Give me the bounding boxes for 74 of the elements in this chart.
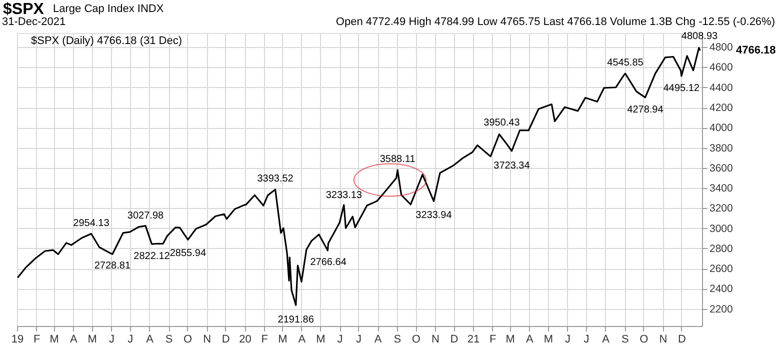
annotation: $SPX (Daily) 4766.18 (31 Dec) bbox=[31, 35, 182, 47]
y-tick-label: 4200 bbox=[710, 102, 734, 114]
annotation: 2822.12 bbox=[134, 251, 170, 262]
x-tick-label: J bbox=[584, 334, 590, 345]
x-tick-label: F bbox=[33, 334, 40, 345]
annotation: 4545.85 bbox=[607, 58, 644, 69]
annotation: 3588.11 bbox=[380, 154, 416, 166]
annotation: 2855.94 bbox=[170, 248, 206, 259]
x-tick-label: M bbox=[88, 334, 97, 345]
annotation: 3950.43 bbox=[484, 118, 520, 129]
chart-subtitle: Large Cap Index INDX bbox=[53, 3, 164, 15]
x-tick-label: S bbox=[394, 334, 402, 345]
x-tick-label: M bbox=[50, 334, 59, 345]
x-tick-label: N bbox=[203, 334, 212, 345]
x-tick-label: S bbox=[165, 334, 173, 345]
annotation: 2766.64 bbox=[310, 256, 347, 268]
annotation: 4808.93 bbox=[681, 31, 718, 42]
x-tick-label: N bbox=[432, 334, 440, 345]
x-tick-label: A bbox=[526, 334, 534, 345]
x-tick-label: D bbox=[450, 334, 458, 345]
y-tick-label: 4600 bbox=[710, 62, 734, 74]
annotation: 3233.13 bbox=[326, 190, 362, 201]
y-tick-label: 3200 bbox=[710, 202, 734, 215]
annotation: 2728.81 bbox=[94, 260, 131, 272]
x-tick-label: M bbox=[278, 334, 288, 345]
text: 4766.18 bbox=[736, 44, 776, 57]
x-tick-label: A bbox=[146, 334, 154, 345]
chart-title: $SPX bbox=[3, 1, 44, 18]
x-tick-label: O bbox=[412, 334, 421, 345]
x-tick-label: A bbox=[70, 334, 78, 345]
x-tick-label: F bbox=[490, 334, 497, 345]
annotation: 4495.12 bbox=[663, 82, 700, 94]
annotation: 4278.94 bbox=[627, 104, 664, 116]
x-tick-label: A bbox=[374, 334, 382, 345]
x-tick-label: A bbox=[298, 334, 306, 345]
x-tick-label: N bbox=[659, 334, 668, 345]
x-tick-label: J bbox=[356, 334, 362, 345]
x-tick-label: M bbox=[506, 334, 515, 345]
y-tick-label: 3400 bbox=[710, 182, 734, 195]
x-tick-label: M bbox=[316, 334, 326, 345]
y-tick-label: 2400 bbox=[710, 283, 734, 296]
x-tick-label: O bbox=[184, 334, 193, 345]
y-tick-label: 2200 bbox=[710, 303, 734, 316]
y-tick-label: 4000 bbox=[710, 122, 734, 134]
y-tick-label: 4800 bbox=[710, 42, 734, 54]
annotation: 2954.13 bbox=[73, 218, 110, 229]
x-tick-label: M bbox=[544, 334, 553, 345]
y-tick-label: 2600 bbox=[710, 263, 734, 276]
x-tick-label: J bbox=[108, 334, 114, 345]
y-tick-label: 3000 bbox=[710, 222, 734, 235]
y-tick-label: 3800 bbox=[710, 142, 734, 154]
x-tick-label: J bbox=[128, 334, 134, 345]
x-tick-label: 19 bbox=[11, 334, 24, 345]
y-tick-label: 2800 bbox=[710, 242, 734, 255]
annotation: 3393.52 bbox=[257, 174, 294, 185]
x-tick-label: 21 bbox=[467, 334, 480, 345]
x-tick-label: J bbox=[337, 334, 343, 345]
x-tick-label: J bbox=[564, 334, 570, 345]
annotation: 3027.98 bbox=[127, 210, 164, 222]
x-tick-label: 20 bbox=[239, 334, 252, 345]
y-tick-label: 4400 bbox=[710, 82, 734, 94]
annotation: 3233.94 bbox=[416, 210, 452, 221]
x-tick-label: D bbox=[678, 334, 686, 345]
line-series bbox=[16, 47, 701, 306]
x-tick-label: F bbox=[261, 334, 268, 345]
text: 31-Dec-2021 bbox=[2, 16, 66, 28]
x-tick-label: O bbox=[640, 334, 649, 345]
y-tick-label: 3600 bbox=[710, 162, 734, 174]
annotation: 2191.86 bbox=[278, 314, 314, 326]
text: Open 4772.49 High 4784.99 Low 4765.75 Last 4766.18 Volume 1.3B Chg -12.55 (-0.26%) bbox=[336, 16, 775, 28]
x-tick-label: D bbox=[222, 334, 230, 345]
annotation: 3723.34 bbox=[494, 160, 530, 172]
x-tick-label: S bbox=[621, 334, 629, 345]
x-tick-label: A bbox=[602, 334, 610, 345]
